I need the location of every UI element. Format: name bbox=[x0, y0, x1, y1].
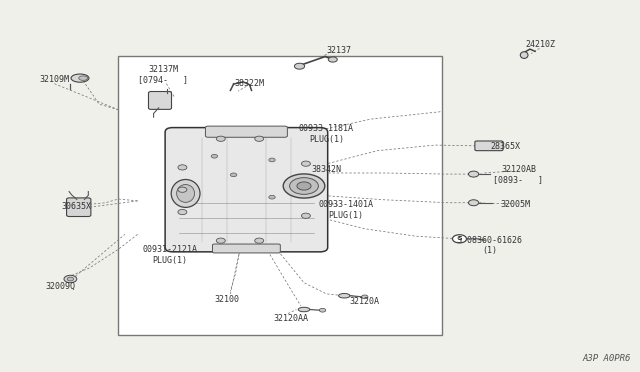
Ellipse shape bbox=[230, 173, 237, 177]
Ellipse shape bbox=[468, 171, 479, 177]
Ellipse shape bbox=[79, 76, 88, 80]
Ellipse shape bbox=[297, 182, 311, 190]
Text: 32137M
[0794-   ]: 32137M [0794- ] bbox=[138, 65, 188, 84]
Text: 32120AA: 32120AA bbox=[274, 314, 308, 323]
Ellipse shape bbox=[319, 308, 326, 312]
Text: 38322M: 38322M bbox=[235, 79, 264, 88]
Ellipse shape bbox=[172, 180, 200, 208]
Ellipse shape bbox=[216, 238, 225, 243]
Text: 00933-1401A
PLUG(1): 00933-1401A PLUG(1) bbox=[318, 201, 373, 220]
Ellipse shape bbox=[301, 161, 310, 166]
Ellipse shape bbox=[290, 177, 319, 195]
Text: S: S bbox=[457, 236, 462, 241]
FancyBboxPatch shape bbox=[67, 198, 91, 217]
Ellipse shape bbox=[298, 307, 310, 312]
Text: 38342N: 38342N bbox=[312, 165, 341, 174]
Ellipse shape bbox=[178, 209, 187, 215]
Text: 32120A: 32120A bbox=[350, 297, 380, 306]
Ellipse shape bbox=[177, 185, 195, 202]
Text: A3P A0PR6: A3P A0PR6 bbox=[582, 354, 630, 363]
Ellipse shape bbox=[520, 52, 528, 58]
Text: 00931-2121A
PLUG(1): 00931-2121A PLUG(1) bbox=[142, 245, 197, 264]
FancyBboxPatch shape bbox=[148, 92, 172, 109]
Ellipse shape bbox=[71, 74, 89, 82]
Ellipse shape bbox=[211, 154, 218, 158]
Text: 24210Z: 24210Z bbox=[526, 40, 556, 49]
Ellipse shape bbox=[294, 63, 305, 69]
Text: 00933-1181A
PLUG(1): 00933-1181A PLUG(1) bbox=[299, 124, 354, 144]
Ellipse shape bbox=[178, 187, 187, 192]
Ellipse shape bbox=[328, 57, 337, 62]
Ellipse shape bbox=[362, 295, 368, 299]
Ellipse shape bbox=[255, 238, 264, 243]
FancyBboxPatch shape bbox=[165, 128, 328, 252]
Ellipse shape bbox=[269, 158, 275, 162]
Text: 30635X: 30635X bbox=[62, 202, 92, 211]
Text: 32109M: 32109M bbox=[40, 76, 69, 84]
Ellipse shape bbox=[301, 213, 310, 218]
Ellipse shape bbox=[468, 200, 479, 206]
Ellipse shape bbox=[339, 294, 350, 298]
FancyBboxPatch shape bbox=[212, 244, 280, 253]
Ellipse shape bbox=[269, 195, 275, 199]
Ellipse shape bbox=[67, 277, 74, 281]
Text: 32009Q: 32009Q bbox=[46, 282, 76, 291]
Ellipse shape bbox=[216, 136, 225, 141]
FancyBboxPatch shape bbox=[475, 141, 503, 151]
Ellipse shape bbox=[255, 136, 264, 141]
FancyBboxPatch shape bbox=[205, 126, 287, 137]
Ellipse shape bbox=[178, 165, 187, 170]
Ellipse shape bbox=[283, 174, 325, 198]
Text: 28365X: 28365X bbox=[491, 142, 520, 151]
Ellipse shape bbox=[452, 235, 467, 243]
Text: 32100: 32100 bbox=[214, 295, 240, 304]
Text: 32005M: 32005M bbox=[500, 200, 530, 209]
Text: 32120AB
[0893-   ]: 32120AB [0893- ] bbox=[493, 165, 543, 185]
Bar bbox=[118, 56, 442, 335]
Ellipse shape bbox=[64, 275, 77, 283]
Text: 32137: 32137 bbox=[326, 46, 352, 55]
Text: S 08360-61626
(1): S 08360-61626 (1) bbox=[457, 236, 522, 255]
